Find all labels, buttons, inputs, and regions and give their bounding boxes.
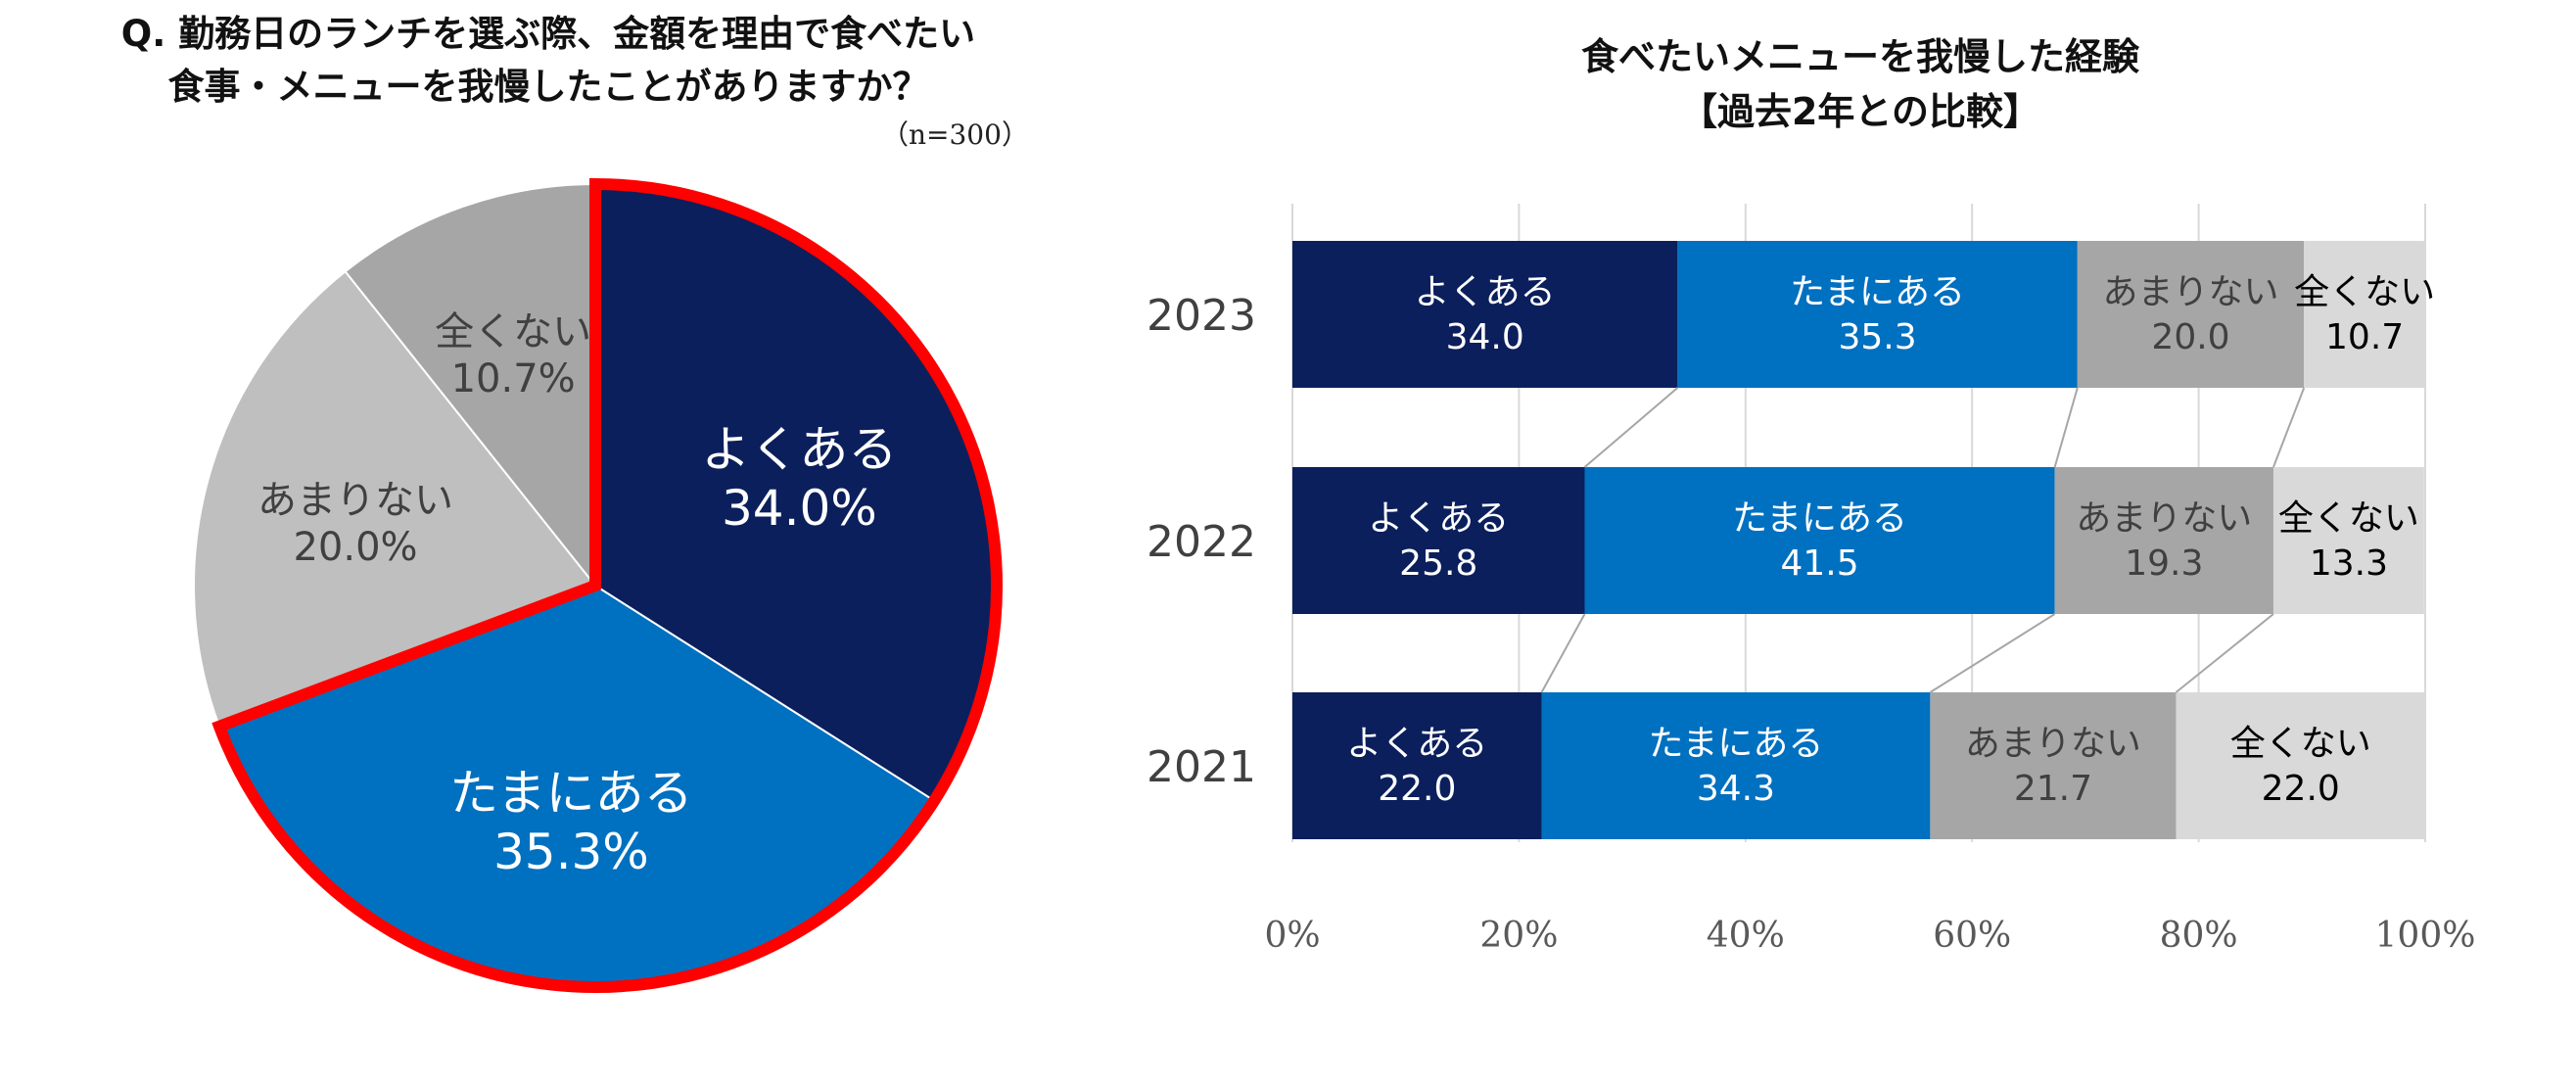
bar-segment: [2054, 467, 2273, 614]
bar-segment-value: 13.3: [2310, 543, 2388, 584]
y-category-label: 2023: [1147, 291, 1256, 341]
bar-segment: [2176, 692, 2425, 839]
bar-segment-value: 19.3: [2125, 543, 2203, 584]
bar-title-line-2: 【過去2年との比較】: [1679, 90, 2041, 133]
pie-slice-value: 34.0%: [722, 480, 877, 537]
pie-slice-value: 20.0%: [293, 525, 417, 570]
pie-slice: [193, 269, 597, 729]
bar-segment-value: 34.3: [1697, 769, 1775, 809]
bar-segment-label: あまりない: [2076, 498, 2252, 539]
bar-segment: [2304, 241, 2425, 388]
series-line: [2053, 387, 2079, 468]
bar-segment-value: 35.3: [1839, 317, 1917, 357]
bar-segment-value: 10.7: [2325, 317, 2404, 357]
series-line: [2272, 387, 2306, 468]
x-tick-label: 20%: [1479, 916, 1558, 956]
pie-slice: [344, 182, 596, 589]
bar-segment: [1292, 467, 1585, 614]
y-category-label: 2021: [1147, 742, 1256, 792]
bar-segment: [1584, 467, 2055, 614]
bar-title-line-1: 食べたいメニューを我慢した経験: [1580, 35, 2139, 78]
y-category-label: 2022: [1147, 517, 1256, 567]
bar-segment-value: 25.8: [1399, 543, 1477, 584]
bar-segment-label: 全くない: [2230, 724, 2371, 764]
pie-title-line-2: 食事・メニューを我慢したことがありますか？: [167, 66, 929, 108]
pie-sample-size: （n=300）: [881, 118, 1029, 151]
bar-segment-label: たまにある: [1732, 498, 1907, 539]
series-line: [1583, 387, 1679, 468]
bar-segment-label: よくある: [1346, 724, 1487, 764]
bar-segment-label: あまりない: [1965, 724, 2141, 764]
pie-highlight-outline: [211, 177, 1003, 993]
bar-segment-label: 全くない: [2278, 498, 2419, 539]
x-tick-label: 0%: [1264, 916, 1320, 956]
x-tick-label: 60%: [1933, 916, 2011, 956]
bar-segment-label: 全くない: [2294, 272, 2435, 312]
bar-segment-label: よくある: [1368, 498, 1509, 539]
pie-chart-title: Q. 勤務日のランチを選ぶ際、金額を理由で食べたい 食事・メニューを我慢したこと…: [59, 8, 1038, 114]
bar-segment: [1677, 241, 2078, 388]
bar-segment-label: よくある: [1415, 272, 1556, 312]
bar-segment-value: 22.0: [1378, 769, 1456, 809]
bar-chart-title: 食べたいメニューを我慢した経験 【過去2年との比較】: [1371, 29, 2350, 139]
bar-segment-label: たまにある: [1790, 272, 1965, 312]
series-line: [1929, 613, 2056, 693]
pie-slice-value: 35.3%: [493, 824, 649, 880]
bar-segment-label: たまにある: [1649, 724, 1824, 764]
bar-segment-value: 21.7: [2014, 769, 2092, 809]
pie-slice-label: たまにある: [449, 765, 693, 822]
pie-slice-value: 10.7%: [451, 356, 576, 401]
bar-segment-label: あまりない: [2102, 272, 2278, 312]
pie-slice-label: あまりない: [258, 478, 453, 523]
pie-title-line-1: Q. 勤務日のランチを選ぶ際、金額を理由で食べたい: [120, 13, 976, 55]
bar-segment: [1930, 692, 2177, 839]
bar-segment: [2077, 241, 2305, 388]
pie-slice-label: よくある: [701, 421, 897, 478]
x-tick-label: 100%: [2375, 916, 2476, 956]
bar-segment-value: 22.0: [2262, 769, 2340, 809]
series-line: [2175, 613, 2274, 693]
x-tick-label: 80%: [2160, 916, 2238, 956]
bar-segment: [2272, 467, 2424, 614]
bar-segment: [1292, 241, 1678, 388]
bar-segment: [1292, 692, 1542, 839]
bar-segment: [1541, 692, 1931, 839]
x-tick-label: 40%: [1707, 916, 1785, 956]
bar-segment-value: 20.0: [2151, 317, 2229, 357]
bar-segment-value: 41.5: [1781, 543, 1859, 584]
pie-slice-label: 全くない: [435, 309, 591, 354]
series-line: [1540, 613, 1586, 693]
bar-segment-value: 34.0: [1446, 317, 1524, 357]
